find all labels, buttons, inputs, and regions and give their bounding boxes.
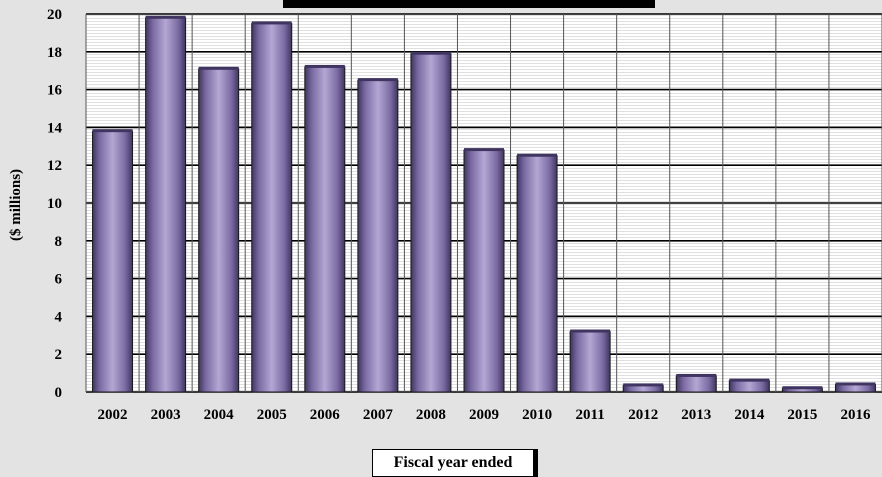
x-tick-label: 2004 [204,407,235,423]
bar-top-2006 [304,64,345,68]
bar-top-2009 [464,148,504,152]
bar-top-2008 [410,51,451,55]
bar-top-2014 [729,378,770,382]
x-tick-label: 2003 [151,407,181,423]
y-tick-label: 16 [47,83,63,99]
y-tick-label: 18 [47,45,62,61]
y-tick-label: 20 [47,7,62,23]
bar-2007 [357,79,399,393]
y-tick-label: 8 [55,234,63,250]
y-tick-label: 10 [47,196,62,212]
x-tick-label: 2007 [363,407,394,423]
y-tick-label: 4 [55,309,63,325]
bar-top-2002 [92,129,133,133]
y-tick-label: 0 [55,385,63,401]
y-tick-label: 14 [47,120,63,136]
bar-2005 [251,22,293,393]
bar-2016 [834,383,876,393]
x-tick-label: 2008 [416,407,446,423]
bar-top-2011 [570,329,611,333]
bar-top-2010 [517,153,558,157]
bars [92,15,876,393]
y-tick-labels: 0 2 4 6 8 10 12 14 16 18 20 [47,7,63,401]
bar-2002 [92,130,134,393]
x-axis-title: Fiscal year ended [372,449,534,477]
bar-2011 [569,331,611,393]
bar-top-2012 [623,383,664,387]
x-tick-label: 2011 [576,407,605,423]
x-tick-label: 2005 [257,407,287,423]
bar-2009 [463,149,505,393]
bar-2008 [410,53,452,393]
x-tick-label: 2009 [469,407,499,423]
y-tick-label: 6 [55,272,63,288]
x-tick-label: 2014 [734,407,765,423]
bar-top-2005 [251,21,292,25]
bar-top-2007 [357,78,398,82]
bar-2010 [516,155,558,393]
y-axis-title: ($ millions) [8,169,24,241]
bar-top-2003 [145,15,186,19]
x-tick-label: 2015 [787,407,817,423]
bar-top-2016 [835,382,876,386]
x-tick-label: 2002 [98,407,128,423]
x-tick-labels: 2002 2003 2004 2005 2006 2007 2008 2009 2010 2011… [98,407,871,423]
bar-top-2004 [198,66,239,70]
bar-top-2015 [782,386,823,390]
title-bar [283,0,655,8]
x-tick-label: 2013 [681,407,711,423]
bar-top-2013 [676,373,717,377]
bar-2013 [675,375,717,393]
y-tick-label: 2 [55,347,63,363]
bar-2003 [145,17,187,393]
x-tick-label: 2006 [310,407,341,423]
x-tick-label: 2016 [840,407,871,423]
y-tick-label: 12 [47,158,62,174]
x-tick-label: 2010 [522,407,552,423]
x-tick-label: 2012 [628,407,658,423]
bar-2004 [198,68,240,393]
bar-2006 [304,66,346,393]
bar-2014 [728,380,770,393]
